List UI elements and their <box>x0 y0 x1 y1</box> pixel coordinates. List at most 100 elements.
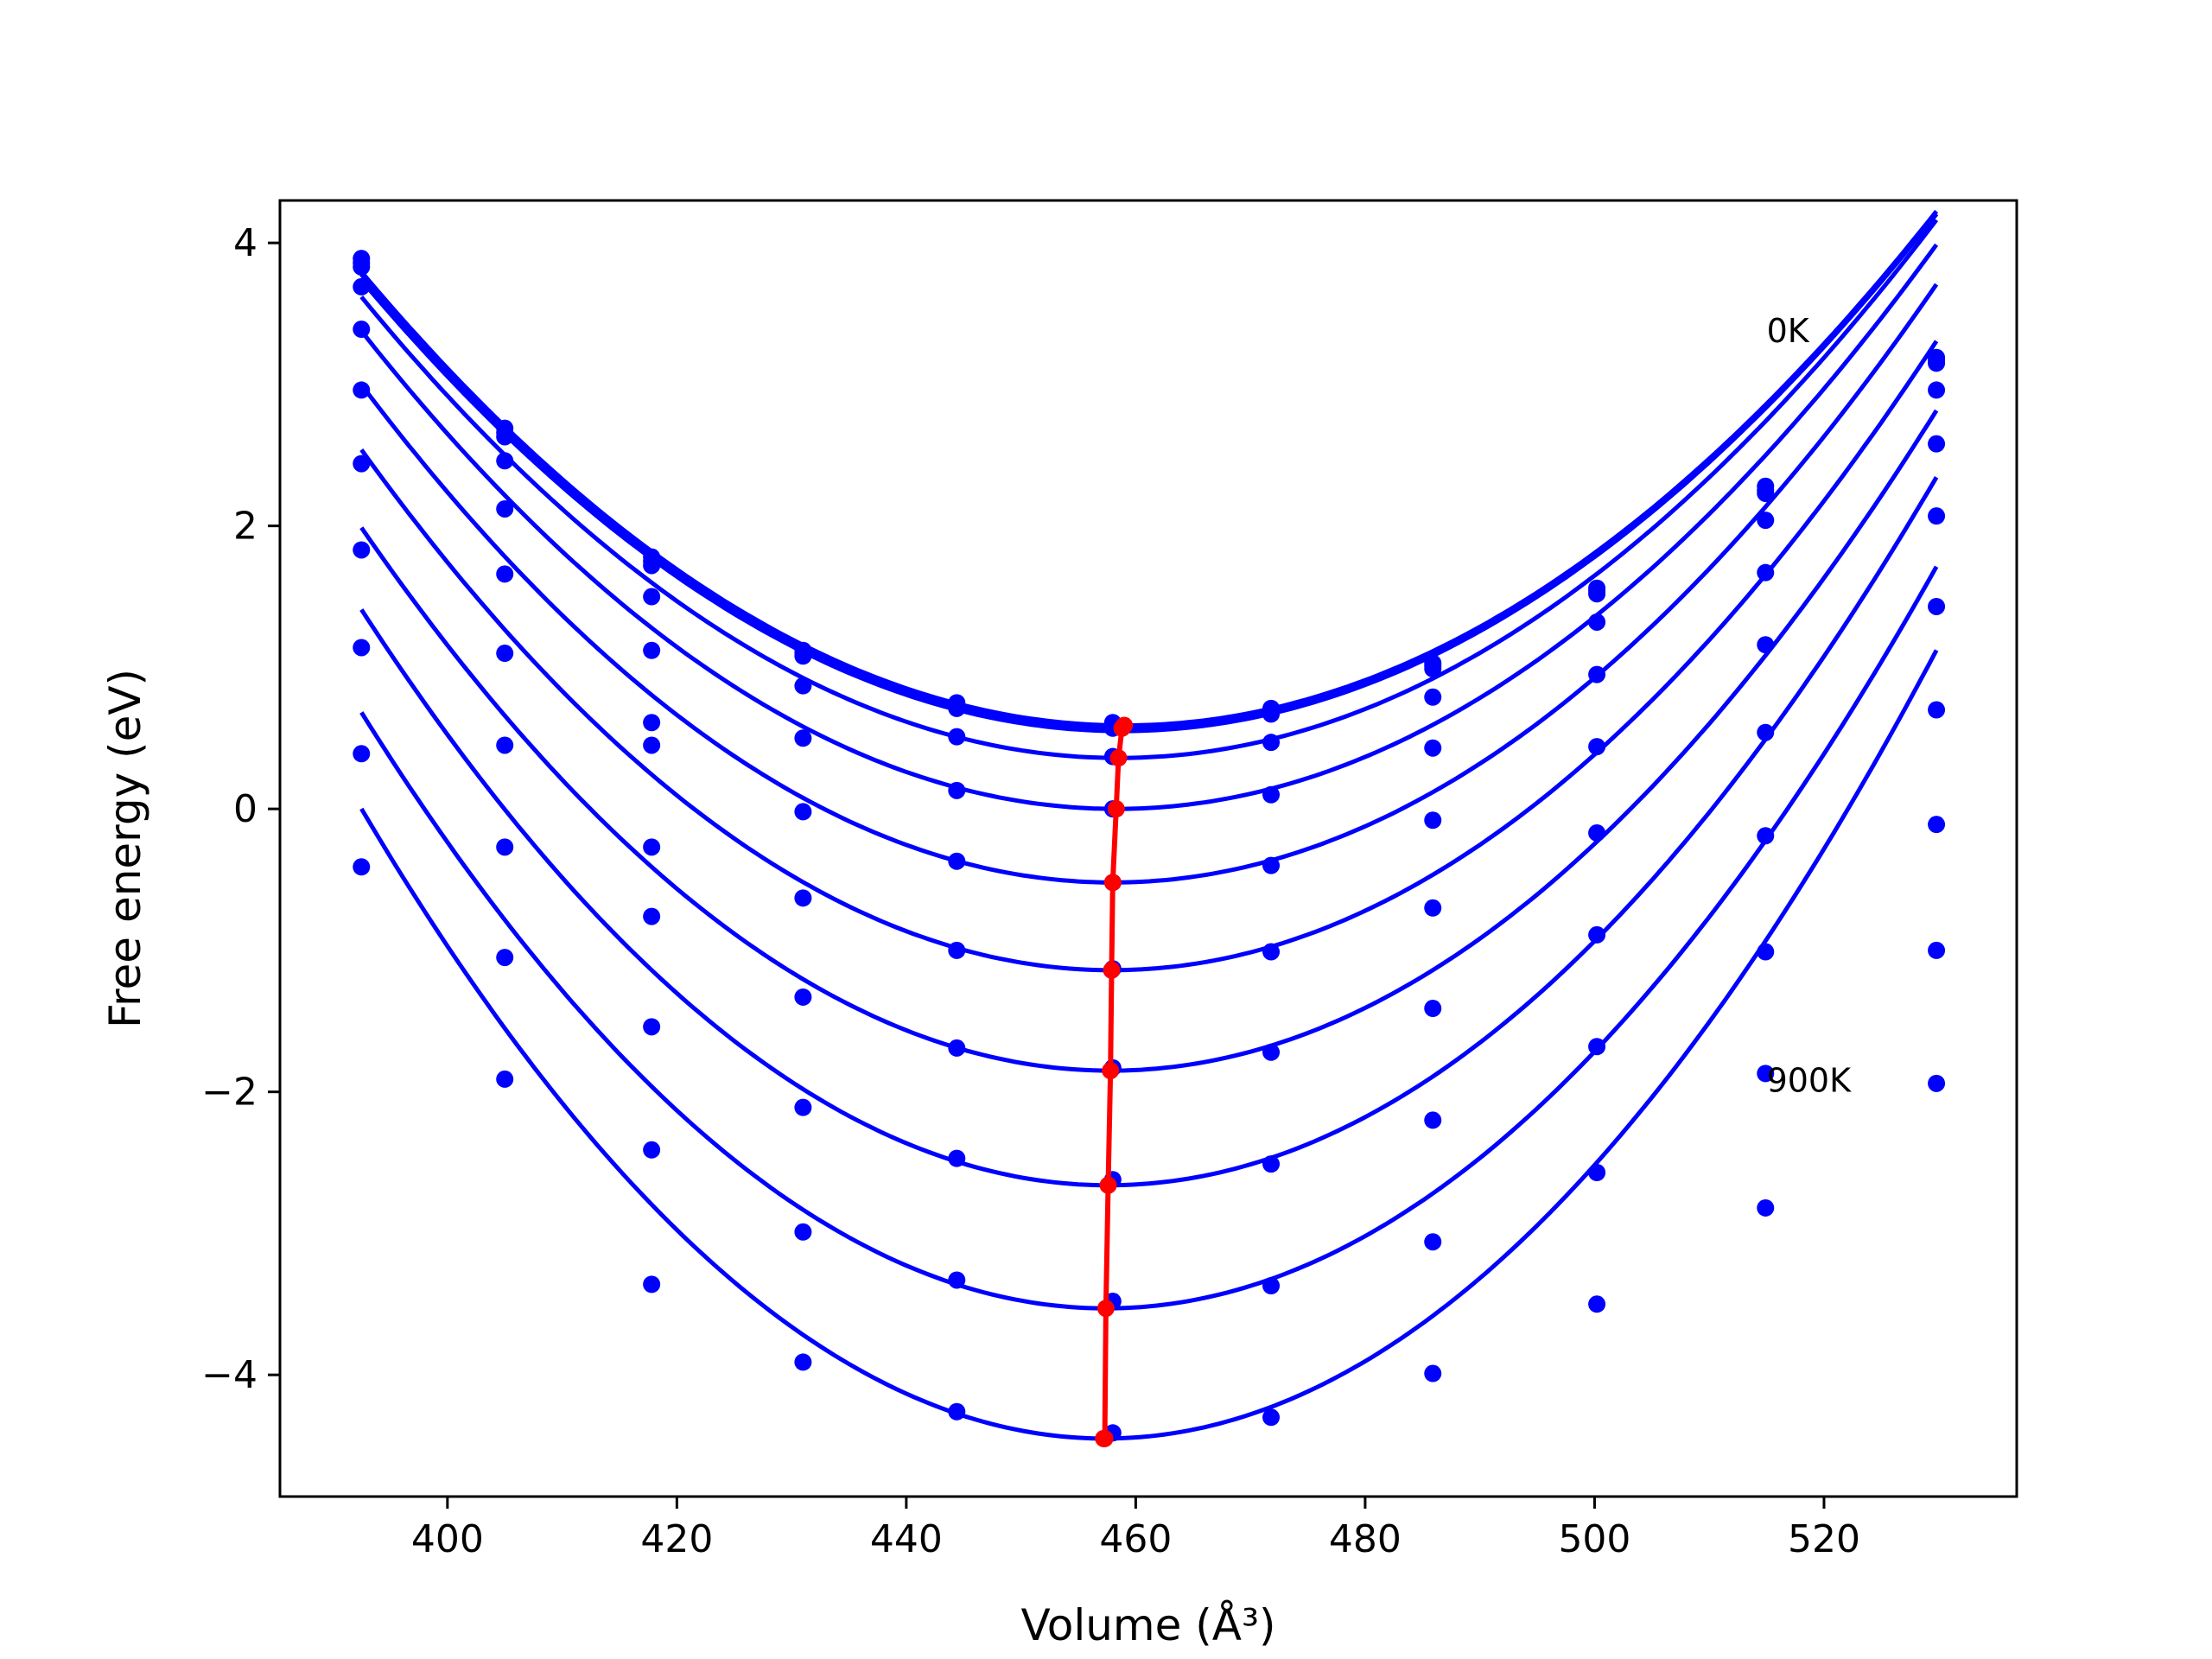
fit-curves <box>359 209 1939 1441</box>
fit-curve-1 <box>359 209 1939 728</box>
data-point <box>1757 512 1775 530</box>
annotations: 0K 900K <box>1767 312 1853 1100</box>
data-point <box>1928 354 1946 372</box>
data-point <box>1757 827 1775 845</box>
data-point <box>353 454 371 473</box>
y-tick-label: 0 <box>233 787 257 831</box>
data-point <box>1424 688 1442 706</box>
data-point <box>948 781 966 799</box>
plot-frame <box>278 199 2018 1498</box>
data-point <box>353 381 371 399</box>
data-point <box>1588 738 1606 756</box>
data-point <box>643 1018 661 1036</box>
x-axis-ticks: 400 420 440 460 480 500 520 <box>411 1497 1860 1561</box>
data-point <box>1928 435 1946 453</box>
data-point <box>1757 1198 1775 1217</box>
fit-curve-9 <box>359 476 1939 1188</box>
data-point <box>1757 563 1775 582</box>
fit-curve-7 <box>359 340 1939 973</box>
x-tick-label: 440 <box>870 1517 943 1561</box>
fit-curve-10 <box>359 565 1939 1311</box>
data-point <box>353 858 371 876</box>
fit-curve-6 <box>359 283 1939 885</box>
data-point <box>1928 816 1946 834</box>
x-axis-label: Volume (Å³) <box>1020 1600 1275 1650</box>
data-point <box>1588 925 1606 944</box>
data-point <box>496 452 514 470</box>
data-point <box>948 1271 966 1289</box>
y-tick-label: 4 <box>233 221 257 265</box>
minimum-point <box>1095 1429 1113 1447</box>
y-tick-label: 2 <box>233 505 257 549</box>
data-point <box>496 499 514 518</box>
data-point <box>643 907 661 925</box>
minimum-point <box>1113 719 1131 737</box>
data-point <box>1928 1074 1946 1092</box>
fit-curve-4 <box>359 218 1939 760</box>
data-point <box>1262 734 1281 752</box>
fit-curve-11 <box>359 649 1939 1441</box>
data-point <box>1262 1408 1281 1427</box>
data-point <box>643 556 661 575</box>
data-point <box>1588 1164 1606 1181</box>
fit-curve-5 <box>359 243 1939 811</box>
data-point <box>948 941 966 959</box>
data-point <box>1588 665 1606 683</box>
data-point <box>496 1070 514 1088</box>
data-point <box>948 699 966 717</box>
data-point <box>643 1141 661 1159</box>
y-tick-label: −4 <box>201 1353 257 1397</box>
data-point <box>1928 381 1946 399</box>
data-point <box>1424 739 1442 757</box>
x-tick-label: 400 <box>411 1517 484 1561</box>
data-point <box>1928 507 1946 525</box>
data-point <box>1262 1155 1281 1173</box>
data-point <box>353 321 371 339</box>
data-point <box>948 1149 966 1167</box>
minimum-point <box>1103 961 1121 979</box>
fit-curve-3 <box>359 213 1939 734</box>
data-point <box>643 838 661 856</box>
data-point <box>643 588 661 606</box>
minimum-point <box>1096 1300 1115 1318</box>
data-point <box>353 541 371 559</box>
annotation-900k: 900K <box>1767 1062 1853 1100</box>
data-point <box>948 1039 966 1057</box>
data-point <box>1588 613 1606 631</box>
data-point <box>794 803 812 821</box>
minimum-point <box>1107 800 1125 818</box>
data-point <box>353 277 371 296</box>
data-point <box>948 852 966 870</box>
data-point <box>1262 943 1281 961</box>
minimum-point <box>1103 874 1122 892</box>
annotation-0k: 0K <box>1767 312 1810 350</box>
data-point <box>1757 484 1775 502</box>
minimum-point <box>1099 1176 1117 1194</box>
data-point <box>643 714 661 732</box>
x-tick-label: 420 <box>640 1517 713 1561</box>
data-point <box>794 889 812 907</box>
data-point <box>1757 943 1775 961</box>
data-point <box>1928 597 1946 615</box>
data-point <box>643 1275 661 1294</box>
data-point <box>1424 1000 1442 1018</box>
data-point <box>1424 660 1442 678</box>
x-tick-label: 480 <box>1329 1517 1402 1561</box>
y-axis-label: Free energy (eV) <box>100 669 150 1028</box>
data-point <box>948 1402 966 1421</box>
y-axis-ticks: −4 −2 0 2 4 <box>201 221 280 1397</box>
data-point <box>1262 705 1281 723</box>
data-point <box>1588 823 1606 842</box>
data-point <box>794 988 812 1006</box>
data-point <box>353 745 371 763</box>
data-point <box>1262 1043 1281 1061</box>
minimum-path <box>1095 716 1134 1447</box>
data-point <box>1757 723 1775 741</box>
data-point <box>794 1098 812 1116</box>
data-point <box>1757 1065 1775 1083</box>
data-point <box>1424 1111 1442 1129</box>
x-tick-label: 500 <box>1558 1517 1630 1561</box>
data-point <box>496 838 514 856</box>
minimum-point <box>1109 749 1128 767</box>
